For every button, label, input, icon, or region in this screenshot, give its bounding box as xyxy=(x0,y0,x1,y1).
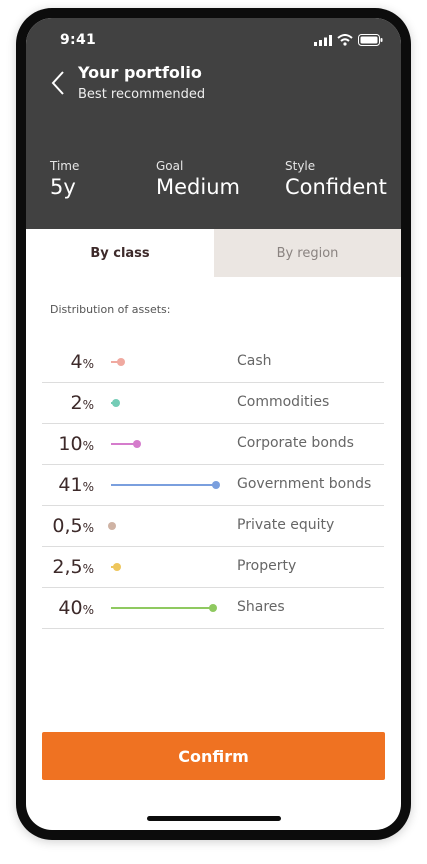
asset-name: Government bonds xyxy=(237,476,372,492)
asset-percent: 4% xyxy=(71,351,95,373)
distribution-label: Distribution of assets: xyxy=(50,303,171,316)
asset-percent: 10% xyxy=(58,433,94,455)
asset-row-cash: 4% Cash xyxy=(42,342,384,383)
asset-percent: 41% xyxy=(58,474,94,496)
tab-by-class[interactable]: By class xyxy=(26,229,214,277)
asset-row-private-equity: 0,5% Private equity xyxy=(42,506,384,547)
asset-percent: 2,5% xyxy=(52,556,94,578)
asset-percent: 40% xyxy=(58,597,94,619)
asset-list: 4% Cash 2% Commodities 10% Corporate bon… xyxy=(42,342,384,629)
allocation-dot xyxy=(209,604,218,612)
app-screen: 9:41 Your portfolio Best recommend xyxy=(26,18,401,830)
asset-name: Property xyxy=(237,558,297,574)
stat-style: Style Confident xyxy=(285,159,387,199)
asset-name: Commodities xyxy=(237,394,330,410)
percent-sign: % xyxy=(82,398,94,412)
asset-percent-value: 10 xyxy=(58,433,83,455)
asset-row-corporate-bonds: 10% Corporate bonds xyxy=(42,424,384,465)
asset-name: Shares xyxy=(237,599,285,615)
percent-sign: % xyxy=(82,480,94,494)
wifi-icon xyxy=(337,34,353,46)
stat-time-value: 5y xyxy=(50,175,76,199)
asset-percent-value: 2 xyxy=(70,392,83,414)
stat-style-label: Style xyxy=(285,159,316,173)
allocation-dot xyxy=(108,522,117,530)
allocation-dot xyxy=(132,440,141,448)
asset-percent-value: 0,5 xyxy=(52,515,83,537)
asset-row-property: 2,5% Property xyxy=(42,547,384,588)
page-title: Your portfolio xyxy=(78,63,202,82)
asset-percent-value: 4 xyxy=(70,351,83,373)
chevron-left-icon xyxy=(51,71,64,95)
portfolio-header: 9:41 Your portfolio Best recommend xyxy=(26,18,401,229)
allocation-dot xyxy=(212,481,220,489)
asset-name: Cash xyxy=(237,353,272,369)
allocation-dot xyxy=(113,563,122,571)
back-button[interactable] xyxy=(44,68,72,98)
status-time: 9:41 xyxy=(60,32,97,48)
confirm-button[interactable]: Confirm xyxy=(42,732,385,780)
asset-name: Private equity xyxy=(237,517,335,533)
allocation-bar xyxy=(111,484,216,486)
percent-sign: % xyxy=(82,603,94,617)
asset-row-commodities: 2% Commodities xyxy=(42,383,384,424)
asset-percent: 0,5% xyxy=(52,515,94,537)
asset-percent-value: 2,5 xyxy=(52,556,83,578)
stat-goal-label: Goal xyxy=(156,159,184,173)
tab-bar: By class By region xyxy=(26,229,401,277)
stat-time: Time 5y xyxy=(50,159,79,199)
allocation-bar xyxy=(111,361,122,363)
asset-percent: 2% xyxy=(71,392,95,414)
asset-name: Corporate bonds xyxy=(237,435,354,451)
stat-goal-value: Medium xyxy=(156,175,240,199)
allocation-dot xyxy=(117,358,126,366)
home-indicator xyxy=(147,816,281,821)
asset-row-shares: 40% Shares xyxy=(42,588,384,629)
battery-icon xyxy=(358,34,383,46)
stat-style-value: Confident xyxy=(285,175,387,199)
percent-sign: % xyxy=(82,562,94,576)
stat-goal: Goal Medium xyxy=(156,159,240,199)
stat-time-label: Time xyxy=(50,159,80,173)
asset-percent-value: 40 xyxy=(58,597,83,619)
signal-icon xyxy=(314,34,332,46)
percent-sign: % xyxy=(82,521,94,535)
percent-sign: % xyxy=(82,439,94,453)
allocation-bar xyxy=(111,607,214,609)
allocation-bar xyxy=(111,443,137,445)
asset-percent-value: 41 xyxy=(58,474,83,496)
allocation-dot xyxy=(112,399,121,407)
page-subtitle: Best recommended xyxy=(78,87,206,102)
asset-row-government-bonds: 41% Government bonds xyxy=(42,465,384,506)
percent-sign: % xyxy=(82,357,94,371)
tab-by-region[interactable]: By region xyxy=(214,229,401,277)
status-icons xyxy=(314,34,383,46)
